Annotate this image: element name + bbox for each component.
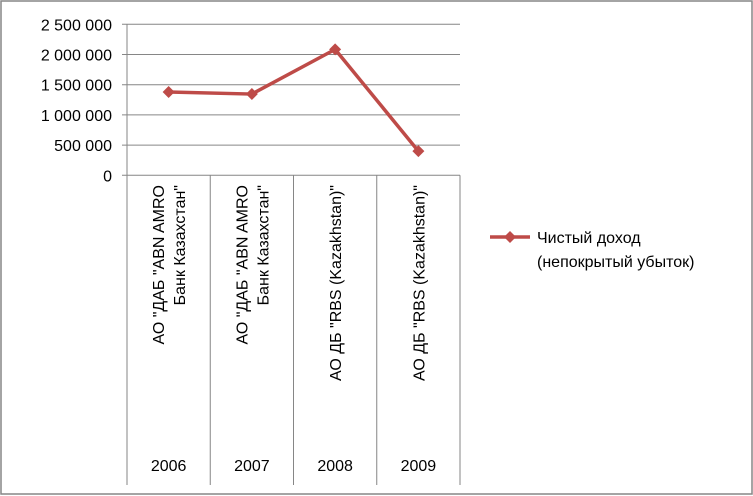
- category-year-label: 2006: [151, 458, 187, 475]
- legend: Чистый доход (непокрытый убыток): [490, 230, 694, 271]
- legend-marker: [504, 231, 516, 243]
- data-point-marker: [245, 88, 258, 101]
- category-year-label: 2007: [234, 458, 270, 475]
- y-axis-ticks: 0 500 000 1 000 000 1 500 000 2 000 000 2 500…: [41, 17, 112, 185]
- series-line: [168, 47, 420, 153]
- legend-label: (непокрытый убыток): [537, 254, 694, 271]
- category-label: АО "ДАБ "ABN AMRO: [151, 185, 168, 344]
- category-label: АО ДБ "RBS (Kazakhstan)": [411, 185, 428, 381]
- data-point-marker: [162, 85, 175, 98]
- category-year-label: 2009: [401, 458, 437, 475]
- y-tick-label: 1 000 000: [41, 108, 112, 125]
- category-year-label: 2008: [317, 458, 353, 475]
- category-label: АО ДБ "RBS (Kazakhstan)": [328, 185, 345, 381]
- legend-label: Чистый доход: [537, 230, 641, 247]
- y-tick-label: 2 000 000: [41, 48, 112, 65]
- y-tick-label: 500 000: [54, 138, 112, 155]
- y-tick-label: 0: [103, 168, 112, 185]
- category-label: Банк Казахстан": [255, 185, 272, 305]
- y-tick-label: 2 500 000: [41, 17, 112, 34]
- y-tick-label: 1 500 000: [41, 78, 112, 95]
- series-layer: [162, 43, 425, 158]
- category-label: АО "ДАБ "ABN AMRO: [234, 185, 251, 344]
- category-label: Банк Казахстан": [172, 185, 189, 305]
- data-point-marker: [412, 145, 425, 158]
- data-point-marker: [329, 43, 342, 56]
